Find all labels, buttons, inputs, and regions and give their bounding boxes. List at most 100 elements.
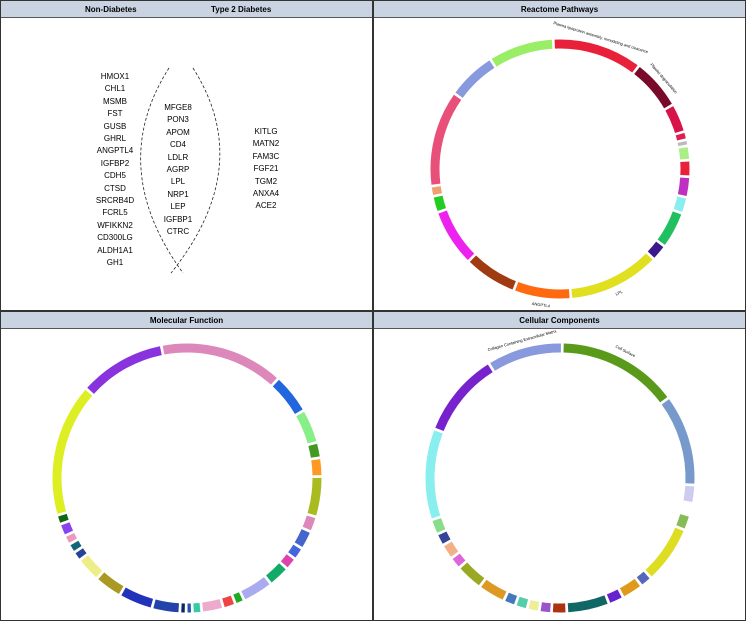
gene-label: AGRP — [166, 165, 190, 175]
ring-segment — [272, 379, 303, 414]
molecular-function-circos-chart — [52, 343, 322, 613]
ring-segment — [678, 147, 690, 160]
ring-segment — [162, 343, 277, 385]
ring-segment — [431, 186, 442, 196]
gene-label: LDLR — [167, 152, 189, 162]
type2-gene-list: KITLG MATN2 FAM3C FGF21 TGM2 ANXA4 ACE2 — [241, 126, 291, 213]
ring-segment — [435, 364, 493, 432]
ring-segment — [193, 602, 201, 613]
reactome-title: Reactome Pathways — [374, 1, 745, 18]
shared-gene-list: MFGE8 PON3 APOM CD4 LDLR AGRP LPL NRP1 LEP IGFBP1… — [148, 102, 208, 238]
gene-label: CHL1 — [104, 84, 126, 94]
segment-label: LPL — [615, 289, 624, 297]
ring-segment — [308, 443, 320, 458]
gene-label: IGFBP1 — [163, 214, 193, 224]
cellular-components-panel: Cellular Components Cell Surface Collagen… — [373, 311, 746, 621]
ring-segment — [233, 592, 243, 604]
ring-segment — [528, 600, 540, 611]
gene-label: KITLG — [254, 127, 278, 136]
molecular-function-title: Molecular Function — [1, 312, 372, 329]
ring-segment — [647, 241, 664, 258]
gene-label: ACE2 — [255, 201, 277, 211]
gene-label: FST — [107, 109, 123, 119]
ring-segment — [430, 94, 462, 185]
ring-segment — [153, 599, 180, 613]
ring-segment — [181, 603, 185, 613]
ring-segment — [187, 603, 191, 613]
type2-diabetes-label: Type 2 Diabetes — [211, 4, 272, 14]
gene-label: GUSB — [103, 121, 127, 131]
ring-segment — [469, 255, 516, 290]
ring-segment — [425, 430, 443, 519]
gene-label: ANGPTL4 — [96, 146, 134, 156]
ring-segment — [438, 210, 475, 261]
venn-header-bar — [1, 1, 372, 18]
ring-segment — [673, 196, 687, 212]
ring-segment — [452, 553, 466, 567]
gene-label: WFIKKN2 — [97, 220, 133, 230]
ring-segment — [70, 540, 82, 551]
gene-label: MATN2 — [252, 139, 280, 149]
gene-label: MSMB — [103, 96, 127, 106]
gene-label: HMOX1 — [100, 72, 130, 81]
ring-segment — [619, 578, 641, 597]
ring-segment — [121, 587, 154, 608]
gene-label: CDH5 — [104, 171, 126, 181]
ring-segment — [280, 554, 294, 568]
ring-segment — [606, 589, 622, 603]
ring-segment — [432, 518, 446, 533]
ring-segment — [52, 389, 93, 514]
venn-right-arc — [170, 67, 221, 274]
ring-segment — [296, 411, 317, 444]
gene-label: NRP1 — [167, 189, 189, 199]
ring-segment — [98, 572, 124, 594]
ring-segment — [491, 39, 553, 67]
ring-segment — [567, 595, 608, 613]
ring-segment — [683, 485, 695, 502]
gene-label: APOM — [166, 127, 190, 137]
ring-segment — [680, 502, 692, 514]
ring-segment — [661, 399, 695, 484]
ring-segment — [677, 177, 690, 196]
ring-segment — [433, 195, 447, 212]
ring-segment — [311, 459, 322, 476]
ring-segment — [81, 555, 103, 578]
ring-segment — [490, 343, 561, 371]
ring-segment — [676, 514, 689, 529]
ring-segment — [634, 66, 672, 109]
gene-label: ANXA4 — [252, 189, 280, 199]
gene-label: IGFBP2 — [100, 158, 130, 168]
ring-segment — [58, 513, 69, 523]
ring-segment — [66, 532, 78, 543]
gene-label: CD4 — [169, 140, 186, 150]
reactome-circos-chart: Plasma lipoprotein assembly, remodeling … — [430, 20, 690, 309]
ring-segment — [645, 527, 684, 577]
ring-segment — [636, 571, 650, 585]
non-diabetes-label: Non-Diabetes — [85, 4, 137, 14]
gene-label: FCRL5 — [102, 208, 128, 218]
ring-segment — [540, 602, 551, 613]
reactome-panel: Reactome Pathways Plasma lipoprotein ass… — [373, 0, 746, 311]
ring-segment — [294, 529, 310, 548]
ring-segment — [563, 343, 668, 403]
ring-segment — [307, 477, 322, 516]
ring-segment — [455, 60, 495, 98]
gene-label: LPL — [170, 177, 186, 187]
gene-label: TGM2 — [254, 176, 278, 186]
gene-label: MFGE8 — [164, 103, 192, 112]
gene-label: FAM3C — [252, 151, 280, 161]
gene-label: PON3 — [167, 115, 189, 125]
gene-label: ALDH1A1 — [97, 245, 133, 255]
gene-label: GH1 — [106, 258, 124, 268]
ring-segment — [222, 595, 234, 608]
ring-segment — [516, 596, 529, 609]
non-diabetes-gene-list: HMOX1 CHL1 MSMB FST GUSB GHRL ANGPTL4 IGFBP2 CDH… — [85, 71, 145, 270]
gene-label: CTRC — [166, 227, 190, 237]
ring-segment — [302, 515, 316, 531]
gene-label: CD300LG — [97, 233, 133, 243]
ring-segment — [481, 579, 507, 600]
venn-diagram — [140, 67, 221, 274]
gene-label: FGF21 — [253, 164, 279, 174]
ring-segment — [241, 577, 270, 600]
ring-segment — [202, 599, 223, 612]
